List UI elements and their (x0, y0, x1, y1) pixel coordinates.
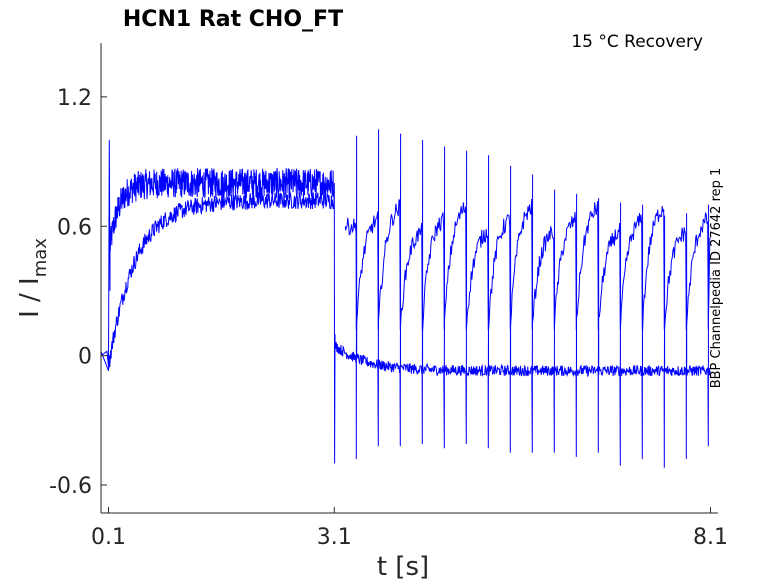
x-tick-label: 3.1 (317, 525, 352, 550)
x-tick-label: 0.1 (91, 525, 126, 550)
y-axis-label-group: I / Imax (15, 238, 51, 318)
y-axis-label-subscript: max (30, 238, 51, 278)
current-traces (100, 129, 711, 468)
svg-text:I / Imax: I / Imax (15, 238, 51, 318)
y-axis-label: I / I (15, 277, 45, 318)
y-tick-label: -0.6 (49, 474, 92, 499)
y-tick-label: 0 (78, 345, 92, 370)
y-tick-label: 0.6 (57, 215, 92, 240)
chart-title: HCN1 Rat CHO_FT (123, 7, 343, 32)
y-ticks: 1.2 0.6 0 -0.6 (49, 86, 107, 499)
side-label-group: BBP Channelpedia ID 27642 rep 1 (709, 168, 724, 389)
x-axis-label: t [s] (377, 552, 429, 582)
activation-trace-slow (100, 191, 335, 371)
activation-trace-fast (100, 139, 335, 367)
recovery-trace-reactivation (345, 198, 711, 331)
recovery-trace-baseline (333, 129, 711, 468)
x-tick-label: 8.1 (693, 525, 728, 550)
y-tick-label: 1.2 (57, 86, 92, 111)
channelpedia-id-label: BBP Channelpedia ID 27642 rep 1 (709, 168, 724, 389)
x-ticks: 0.1 3.1 8.1 (91, 507, 728, 550)
condition-annotation: 15 °C Recovery (571, 32, 703, 52)
